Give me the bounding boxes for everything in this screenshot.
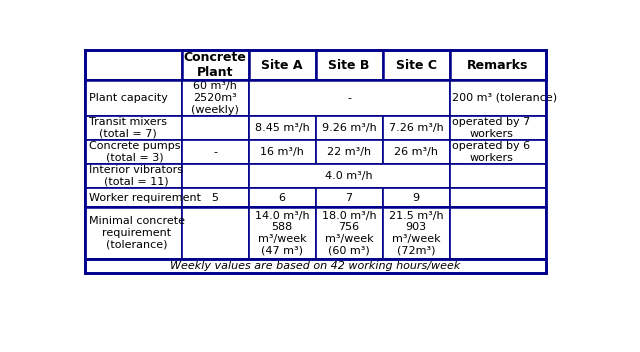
Bar [85,259,547,273]
Bar [383,116,449,140]
Bar [383,188,449,207]
Bar [85,164,182,188]
Bar [249,140,316,164]
Text: Weekly values are based on 42 working hours/week: Weekly values are based on 42 working ho… [170,261,461,271]
Text: 8.45 m³/h: 8.45 m³/h [255,123,310,133]
Bar [182,188,249,207]
Text: Interior vibrators
(total = 11): Interior vibrators (total = 11) [89,165,183,187]
Text: Worker requirement: Worker requirement [89,193,201,202]
Bar [182,116,249,140]
Text: 18.0 m³/h
756
m³/week
(60 m³): 18.0 m³/h 756 m³/week (60 m³) [322,210,376,256]
Bar [249,207,316,259]
Bar [182,207,249,259]
Text: Site C: Site C [396,58,436,71]
Text: 7: 7 [346,193,353,202]
Text: 4.0 m³/h: 4.0 m³/h [325,171,373,181]
Bar [182,164,249,188]
Bar [85,140,182,164]
Bar [182,50,249,80]
Bar [316,116,383,140]
Bar [449,80,547,116]
Bar [449,188,547,207]
Text: 7.26 m³/h: 7.26 m³/h [388,123,444,133]
Bar [85,50,182,80]
Bar [449,164,547,188]
Text: operated by 7
workers: operated by 7 workers [452,117,531,139]
Bar [249,164,449,188]
Bar [249,188,316,207]
Text: Concrete
Plant: Concrete Plant [184,51,246,79]
Text: 22 m³/h: 22 m³/h [327,147,371,157]
Text: 16 m³/h: 16 m³/h [260,147,304,157]
Bar [449,116,547,140]
Bar [449,50,547,80]
Text: 26 m³/h: 26 m³/h [394,147,438,157]
Text: Site B: Site B [328,58,370,71]
Text: 60 m³/h
2520m³
(weekly): 60 m³/h 2520m³ (weekly) [191,81,239,114]
Text: 21.5 m³/h
903
m³/week
(72m³): 21.5 m³/h 903 m³/week (72m³) [388,210,444,256]
Bar [85,50,547,273]
Bar [85,207,182,259]
Text: Site A: Site A [261,58,303,71]
Text: 200 m³ (tolerance): 200 m³ (tolerance) [452,93,557,103]
Text: 9: 9 [412,193,420,202]
Bar [449,207,547,259]
Bar [249,116,316,140]
Bar [316,50,383,80]
Bar [383,50,449,80]
Bar [316,207,383,259]
Text: operated by 6
workers: operated by 6 workers [452,141,531,163]
Text: Concrete pumps
(total = 3): Concrete pumps (total = 3) [89,141,180,163]
Text: -: - [213,147,217,157]
Bar [383,140,449,164]
Bar [383,207,449,259]
Text: 14.0 m³/h
588
m³/week
(47 m³): 14.0 m³/h 588 m³/week (47 m³) [255,210,309,256]
Bar [249,80,449,116]
Text: 9.26 m³/h: 9.26 m³/h [322,123,376,133]
Text: Plant capacity: Plant capacity [89,93,168,103]
Text: 6: 6 [278,193,285,202]
Bar [316,188,383,207]
Text: 5: 5 [212,193,219,202]
Bar [249,50,316,80]
Bar [449,140,547,164]
Text: Transit mixers
(total = 7): Transit mixers (total = 7) [89,117,167,139]
Bar [182,140,249,164]
Bar [316,140,383,164]
Text: Minimal concrete
requirement
(tolerance): Minimal concrete requirement (tolerance) [89,216,185,250]
Bar [85,116,182,140]
Text: -: - [347,93,351,103]
Bar [85,80,182,116]
Text: Remarks: Remarks [467,58,529,71]
Bar [182,80,249,116]
Bar [85,188,182,207]
